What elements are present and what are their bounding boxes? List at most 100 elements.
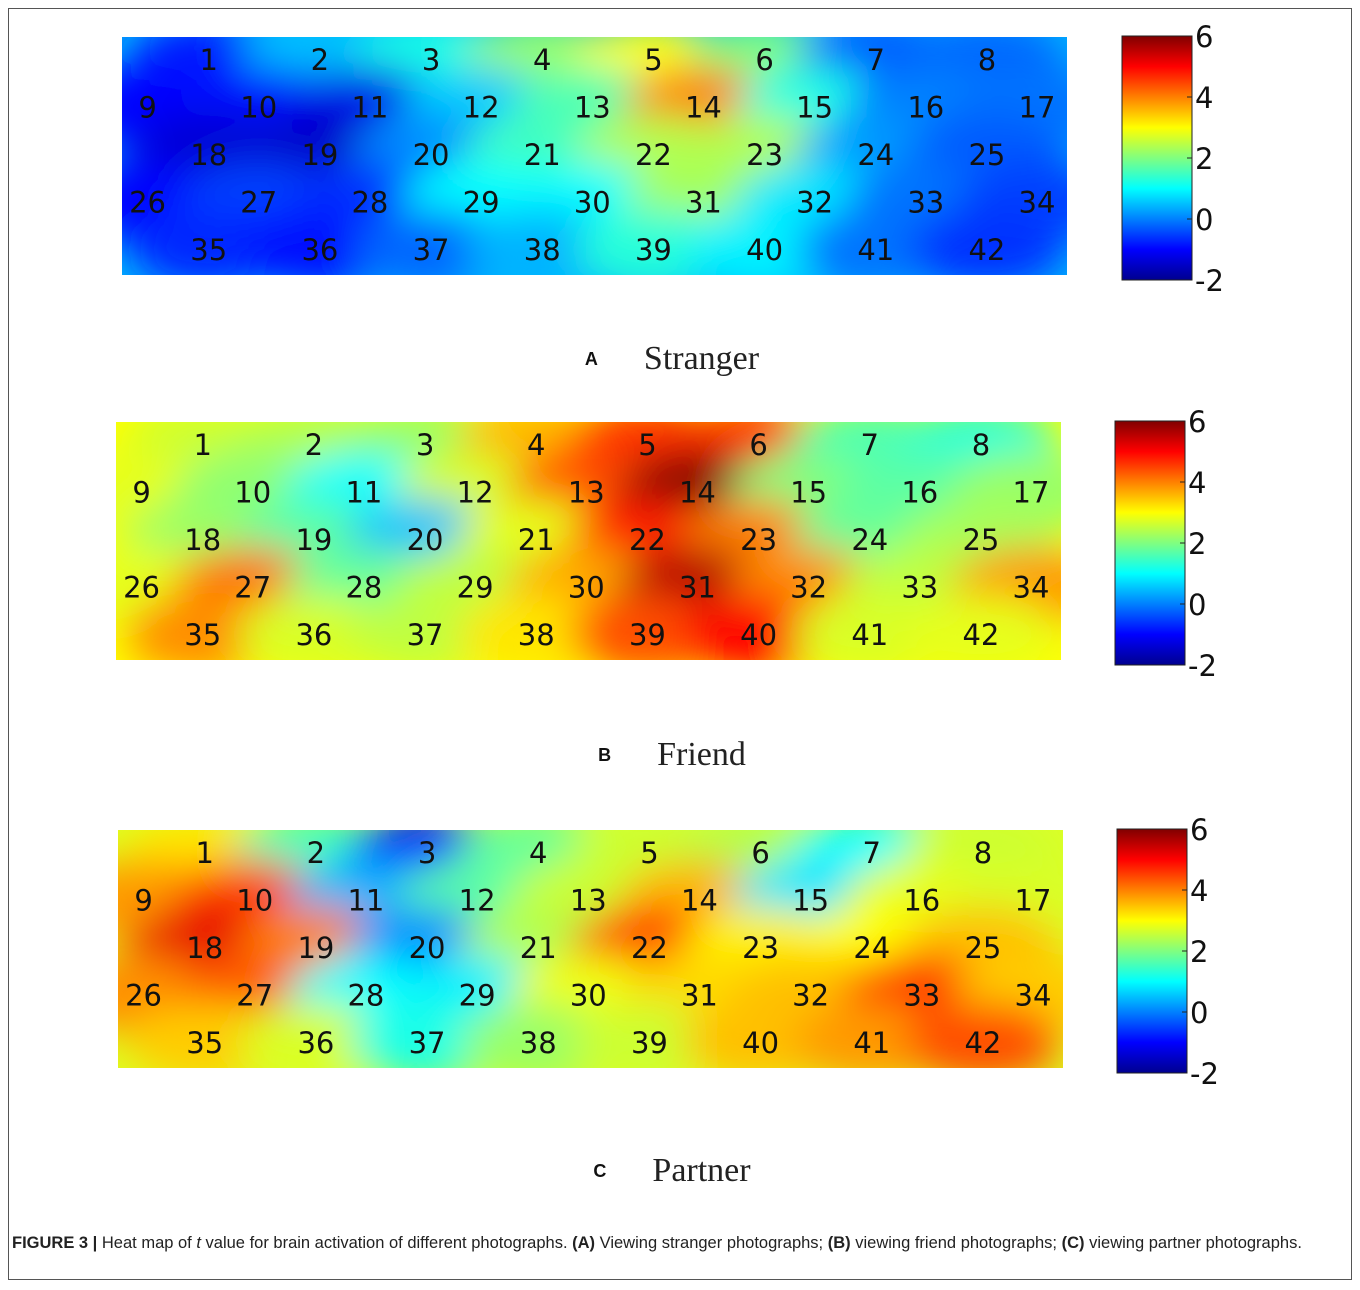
channel-label-6: 6 [751,836,769,870]
channel-label-2: 2 [311,43,329,77]
channel-label-5: 5 [638,428,656,462]
panel-caption-stranger: A Stranger [0,340,1344,378]
channel-label-18: 18 [190,138,227,172]
channel-label-33: 33 [907,186,944,220]
channel-label-25: 25 [968,138,1005,172]
channel-label-17: 17 [1015,883,1052,917]
channel-label-36: 36 [301,233,338,267]
heat-cell-42 [908,209,1065,275]
channel-label-21: 21 [518,523,555,557]
channel-label-39: 39 [631,1026,668,1060]
channel-label-9: 9 [132,475,150,509]
channel-label-41: 41 [853,1026,890,1060]
figure-label: FIGURE 3 | [12,1234,98,1252]
panel-partner: 1 2 3 4 5 6 7 8 9 10 11 12 13 14 15 16 17 18 19 20 21 22 23 24 2… [0,813,1344,1190]
channel-label-11: 11 [351,90,388,124]
channel-label-5: 5 [640,836,658,870]
channel-label-12: 12 [457,475,494,509]
panel-title: Partner [652,1152,751,1189]
channel-label-35: 35 [186,1026,223,1060]
channel-label-9: 9 [134,883,152,917]
channel-label-32: 32 [796,186,833,220]
channel-label-15: 15 [790,475,827,509]
colorbar-tick-label: 0 [1190,996,1208,1030]
channel-label-39: 39 [629,618,666,652]
colorbar-tick-label: 0 [1188,588,1206,622]
channel-label-17: 17 [1013,475,1050,509]
channel-label-35: 35 [190,233,227,267]
channel-label-19: 19 [295,523,332,557]
channel-label-35: 35 [184,618,221,652]
channel-label-8: 8 [978,43,996,77]
channel-label-28: 28 [345,571,382,605]
channel-label-36: 36 [297,1026,334,1060]
channel-label-40: 40 [746,233,783,267]
channel-label-26: 26 [129,186,166,220]
channel-label-36: 36 [295,618,332,652]
caption-pre: Heat map of [101,1234,197,1252]
channel-label-32: 32 [790,571,827,605]
channel-label-18: 18 [186,931,223,965]
channel-label-15: 15 [792,883,829,917]
panel-caption-partner: C Partner [0,1152,1344,1190]
channel-label-23: 23 [740,523,777,557]
channel-label-8: 8 [974,836,992,870]
channel-label-4: 4 [533,43,551,77]
colorbar-tick-label: 6 [1195,20,1213,54]
channel-label-31: 31 [681,979,718,1013]
colorbar-tick-label: 4 [1188,466,1206,500]
channel-label-1: 1 [195,836,213,870]
channel-label-22: 22 [635,138,672,172]
channel-label-27: 27 [240,186,277,220]
colorbar-tick-label: 4 [1190,874,1208,908]
channel-label-9: 9 [138,90,156,124]
channel-label-24: 24 [851,523,888,557]
channel-label-27: 27 [234,571,271,605]
channel-label-25: 25 [964,931,1001,965]
channel-label-10: 10 [236,883,273,917]
colorbar-tick-label: 0 [1195,203,1213,237]
caption-part-a: (A) [572,1234,596,1252]
caption-post: value for brain activation of different … [200,1234,573,1252]
channel-label-5: 5 [644,43,662,77]
channel-label-37: 37 [407,618,444,652]
channel-label-24: 24 [857,138,894,172]
channel-label-21: 21 [520,931,557,965]
channel-label-22: 22 [629,523,666,557]
channel-label-20: 20 [413,138,450,172]
channel-label-20: 20 [407,523,444,557]
channel-label-16: 16 [903,883,940,917]
channel-label-11: 11 [345,475,382,509]
channel-label-31: 31 [679,571,716,605]
channel-label-2: 2 [307,836,325,870]
channel-label-41: 41 [857,233,894,267]
channel-label-28: 28 [351,186,388,220]
channel-label-33: 33 [901,571,938,605]
channel-label-29: 29 [459,979,496,1013]
channel-label-7: 7 [867,43,885,77]
heat-cell-42 [902,594,1059,660]
channel-label-3: 3 [418,836,436,870]
panel-friend: 1 2 3 4 5 6 7 8 9 10 11 12 13 14 15 16 17 18 19 20 21 22 23 24 2… [0,405,1344,774]
colorbar-tick-label: -2 [1195,264,1224,298]
colorbar-tick-label: 2 [1195,142,1213,176]
channel-label-30: 30 [568,571,605,605]
colorbar [1121,35,1193,281]
channel-label-37: 37 [409,1026,446,1060]
channel-label-34: 34 [1019,186,1056,220]
channel-label-29: 29 [463,186,500,220]
channel-label-3: 3 [416,428,434,462]
channel-label-14: 14 [685,90,722,124]
channel-label-40: 40 [740,618,777,652]
channel-label-33: 33 [903,979,940,1013]
channel-label-7: 7 [861,428,879,462]
channel-label-7: 7 [863,836,881,870]
caption-part-c-text: viewing partner photographs. [1084,1234,1302,1252]
channel-label-40: 40 [742,1026,779,1060]
channel-label-19: 19 [297,931,334,965]
channel-label-6: 6 [749,428,767,462]
panel-caption-friend: B Friend [0,736,1344,774]
caption-part-b-text: viewing friend photographs; [850,1234,1062,1252]
channel-label-16: 16 [901,475,938,509]
